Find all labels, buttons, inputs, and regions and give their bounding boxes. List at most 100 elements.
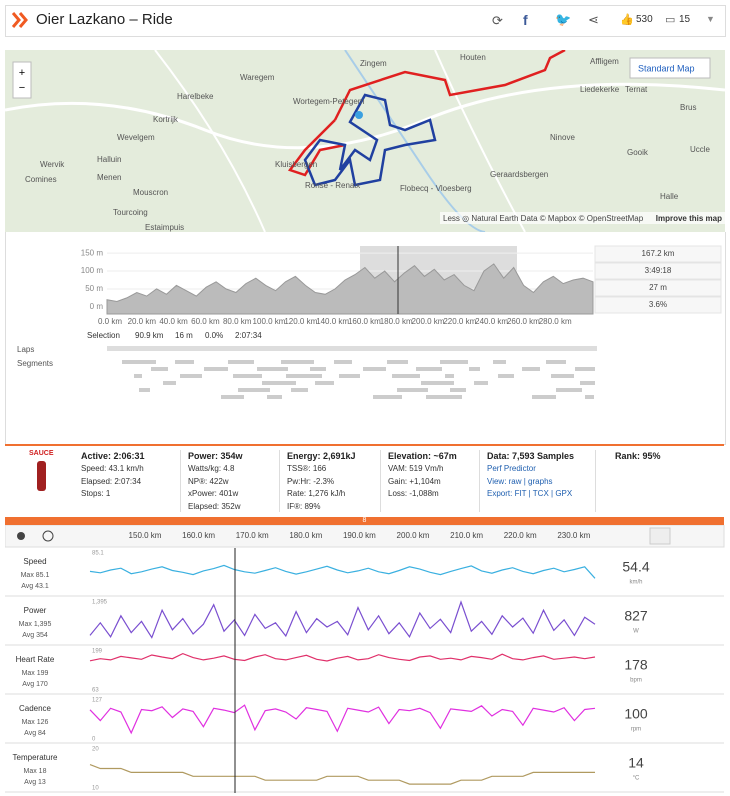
segment-bar (182, 360, 194, 364)
map: + − Standard Map Less ◎ Natural Earth Da… (5, 50, 725, 232)
segment-bar (158, 367, 168, 371)
column-item: Speed: 43.1 km/h (81, 464, 144, 473)
place-label: Halle (660, 192, 679, 201)
segment-bar (322, 381, 334, 385)
sauce-stats: SAUCE Active: 2:06:31 Speed: 43.1 km/h Elap… (5, 446, 724, 516)
stat-box (594, 245, 722, 263)
row-value: 100 (624, 706, 648, 722)
x-tick-label: 100.0 km (253, 317, 286, 326)
facebook[interactable]: f (523, 12, 528, 28)
y-tick-label: 150 m (81, 248, 104, 257)
improve-link[interactable]: Improve this map (656, 214, 722, 223)
x-tick-label: 80.0 km (223, 317, 252, 326)
segment-bar (399, 374, 420, 378)
place-label: Halluin (97, 155, 121, 164)
row-unit: bpm (630, 678, 642, 684)
place-label: Uccle (690, 145, 711, 154)
segment-bar (317, 367, 326, 371)
stat-box (594, 279, 722, 297)
column-item: Loss: -1,088m (388, 489, 439, 498)
selection-value: 2:07:34 (235, 331, 262, 340)
x-tick-label: 160.0 km (348, 317, 381, 326)
segment-bar (575, 367, 595, 371)
resize-bar[interactable]: 8 (5, 517, 724, 525)
clock-button[interactable] (42, 530, 54, 542)
segment-bar (267, 395, 278, 399)
segment-bar (298, 388, 308, 392)
place-label: Ronse - Renaix (305, 181, 360, 190)
rank: Rank: 95% (615, 451, 661, 461)
column-item: Perf Predictor (487, 464, 536, 473)
x-tick-label: 220.0 km (504, 531, 537, 540)
x-tick-label: 40.0 km (159, 317, 188, 326)
elevation-chart: 150 m 100 m 50 m 0 m 0.0 km 20.0 km 40.0 km 60.… (17, 245, 722, 399)
row-max: Max 1,395 (19, 621, 52, 628)
x-tick-label: 230.0 km (557, 531, 590, 540)
segment-bar (286, 374, 296, 378)
pin-button[interactable] (17, 532, 25, 540)
y-tick-label: 85.1 (92, 551, 104, 557)
segment-bar (341, 360, 352, 364)
place-label: Harelbeke (177, 92, 214, 101)
column-item: NP®: 422w (188, 476, 229, 486)
stat-value: 3.6% (649, 300, 667, 309)
column-item: Watts/kg: 4.8 (188, 464, 235, 473)
refresh[interactable]: ⟳ (492, 13, 503, 28)
zoom-in[interactable]: + (19, 67, 25, 79)
column-item: Elapsed: 352w (188, 501, 241, 511)
row-value: 54.4 (622, 559, 649, 575)
y-tick-label: 0 m (90, 302, 104, 311)
row-avg: Avg 354 (22, 632, 48, 639)
place-label: Affligem (590, 57, 619, 66)
column-item: Pw:Hr: -2.3% (287, 476, 335, 486)
place-label: Brus (680, 103, 696, 112)
row-avg: Avg 170 (22, 681, 48, 688)
settings-button[interactable] (649, 527, 671, 545)
column-item: Elapsed: 2:07:34 (81, 476, 142, 486)
segment-bar (269, 381, 296, 385)
place-label: Comines (25, 175, 57, 184)
elevation-area (106, 263, 594, 315)
twitter[interactable]: 🐦 (555, 12, 572, 27)
kudos-icon[interactable]: 👍 (620, 14, 634, 26)
segment-bar (274, 395, 282, 399)
column-head: Power: 354w (188, 451, 243, 461)
place-label: Zingem (360, 59, 387, 68)
row-avg: Avg 84 (24, 730, 46, 737)
comment-icon[interactable]: ▭ (665, 14, 676, 26)
column-item: xPower: 401w (188, 489, 239, 498)
map-style[interactable]: Standard Map (638, 63, 695, 73)
share[interactable]: ⋖ (588, 12, 599, 27)
place-label: Waregem (240, 73, 275, 82)
map-style-button[interactable] (629, 57, 711, 79)
selection-value: 0.0% (205, 331, 223, 340)
place-label: Wervik (40, 160, 65, 169)
zoom-out[interactable]: − (19, 82, 25, 94)
column-head: Data: 7,593 Samples (487, 451, 575, 461)
column-item: Export: FIT | TCX | GPX (487, 489, 573, 498)
title: Oier Lazkano – Ride (36, 11, 173, 28)
selection-label: Selection (87, 331, 120, 340)
segment-bar (556, 388, 582, 392)
segment-bar (291, 388, 304, 392)
y-tick-label: 10 (92, 786, 99, 792)
y-tick-label: 0 (92, 737, 96, 743)
column-item: VAM: 519 Vm/h (388, 464, 444, 473)
segment-bar (264, 367, 288, 371)
column-divider (479, 450, 480, 512)
segment-bar (245, 388, 270, 392)
x-tick-label: 150.0 km (129, 531, 162, 540)
y-tick-label: 100 m (81, 266, 104, 275)
stream-line (89, 652, 596, 662)
row-max: Max 18 (24, 768, 47, 775)
x-tick-label: 220.0 km (443, 317, 476, 326)
menu[interactable]: ▼ (706, 14, 715, 24)
x-tick-label: 160.0 km (182, 531, 215, 540)
x-tick-label: 190.0 km (343, 531, 376, 540)
selection-value: 90.9 km (135, 331, 164, 340)
x-tick-label: 200.0 km (397, 531, 430, 540)
divider (5, 444, 724, 446)
x-tick-label: 140.0 km (316, 317, 349, 326)
column-divider (595, 450, 596, 512)
place-label: Gooik (627, 148, 649, 157)
